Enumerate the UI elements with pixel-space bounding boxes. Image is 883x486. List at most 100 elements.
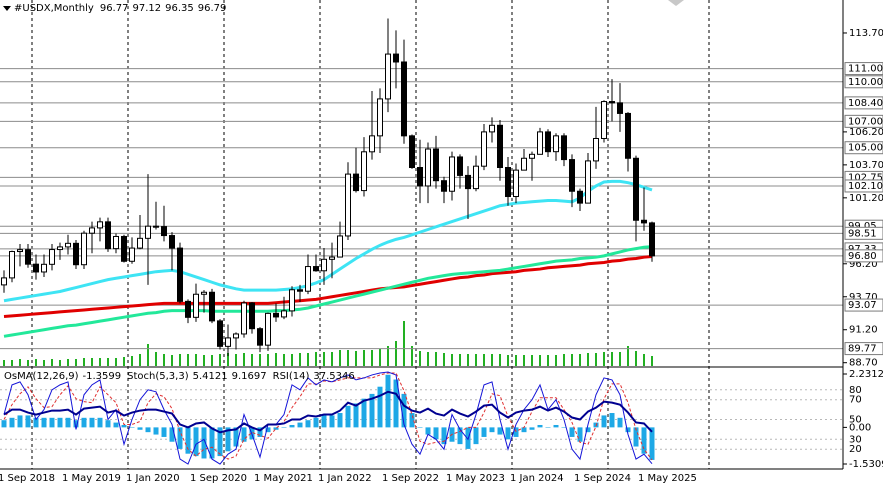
osma-bar	[89, 417, 95, 428]
volume-bar	[579, 354, 581, 366]
candle-body	[9, 251, 15, 279]
volume-bar	[195, 354, 197, 366]
candle-body	[649, 222, 655, 257]
volume-bar	[547, 355, 549, 366]
volume-bar	[67, 359, 69, 366]
x-tick-label: 1 May 2025	[638, 473, 697, 484]
candle-body	[513, 169, 519, 198]
candle-body	[577, 190, 583, 204]
volume-bar	[171, 355, 173, 366]
volume-bar	[75, 359, 77, 366]
candle-body	[313, 266, 319, 272]
candle-body	[481, 131, 487, 167]
candle-body	[417, 167, 423, 187]
menu-icon[interactable]	[3, 6, 11, 11]
candle-body	[257, 328, 263, 346]
osma-bar	[73, 420, 79, 428]
volume-bar	[211, 355, 213, 366]
volume-bar	[115, 358, 117, 366]
volume-bar	[467, 354, 469, 366]
candle-body	[321, 258, 327, 272]
candle-body	[153, 225, 159, 228]
volume-bar	[3, 360, 5, 366]
candle-body	[193, 293, 199, 318]
volume-bar	[219, 354, 221, 366]
osma-bar	[137, 427, 143, 430]
osma-bar	[193, 427, 199, 457]
candle-body	[297, 289, 303, 292]
volume-bar	[83, 358, 85, 366]
shift-icon	[668, 0, 684, 6]
osma-bar	[233, 427, 239, 447]
osma-bar	[481, 427, 487, 437]
volume-bar	[627, 346, 629, 366]
osma-bar	[297, 422, 303, 428]
osma-bar	[33, 417, 39, 428]
volume-bar	[587, 353, 589, 366]
volume-bar	[619, 352, 621, 366]
candle-body	[233, 333, 239, 339]
moving-average	[3, 255, 653, 319]
volume-bar	[315, 352, 317, 366]
candle-body	[81, 232, 87, 266]
volume-bar	[187, 354, 189, 366]
candle-body	[129, 247, 135, 262]
candle-body	[617, 102, 623, 114]
candle-body	[329, 256, 335, 260]
x-tick-label: 1 Sep 2020	[190, 473, 247, 484]
volume-bar	[43, 360, 45, 366]
y-tick-label: 88.70	[849, 358, 878, 369]
osma-bar	[385, 374, 391, 428]
candle-body	[161, 226, 167, 237]
candle-body	[113, 235, 119, 250]
candle-body	[369, 135, 375, 153]
x-tick-label: 1 Sep 2024	[574, 473, 631, 484]
volume-bar	[451, 354, 453, 366]
osma-bar	[393, 379, 399, 428]
osma-bar	[9, 417, 15, 428]
osma-bar	[273, 427, 279, 430]
indicator-pane	[0, 371, 843, 465]
candle-body	[177, 247, 183, 302]
candle-body	[433, 148, 439, 182]
volume-bar	[395, 341, 397, 366]
osma-bar	[265, 427, 271, 433]
volume-bar	[515, 355, 517, 366]
candle-body	[337, 235, 343, 258]
osma-bar	[473, 427, 479, 445]
candle-body	[33, 263, 39, 273]
volume-bar	[363, 350, 365, 366]
level-label: 99.05	[848, 221, 877, 232]
volume-bar	[139, 354, 141, 366]
volume-bar	[563, 354, 565, 366]
osma-bar	[225, 427, 231, 452]
indicator-label: Stoch(5,3,3)	[127, 371, 189, 382]
osma-bar	[641, 427, 647, 454]
candle-body	[281, 310, 287, 318]
candle-body	[225, 337, 231, 347]
x-tick-label: 1 May 2023	[446, 473, 505, 484]
y-tick-label: 113.70	[849, 28, 883, 39]
osma-bar	[57, 417, 63, 428]
osma-bar	[369, 393, 375, 428]
volume-bar	[643, 354, 645, 366]
volume-bar	[371, 350, 373, 366]
osma-bar	[561, 427, 567, 428]
volume-bar	[91, 358, 93, 366]
candle-body	[537, 131, 543, 155]
level-label: 107.00	[848, 116, 883, 127]
quote: 96.77	[100, 3, 129, 14]
level-label: 105.00	[848, 143, 883, 154]
volume-bar	[259, 354, 261, 366]
candle-body	[249, 302, 255, 330]
osma-bar	[81, 417, 87, 428]
osma-bar	[17, 415, 23, 428]
osma-bar	[65, 417, 71, 428]
volume-bar	[483, 354, 485, 366]
osma-bar	[217, 427, 223, 457]
osma-bar	[305, 420, 311, 428]
osma-bar	[313, 417, 319, 428]
osma-bar	[177, 427, 183, 449]
osma-bar	[25, 415, 31, 428]
volume-bar	[651, 356, 653, 366]
